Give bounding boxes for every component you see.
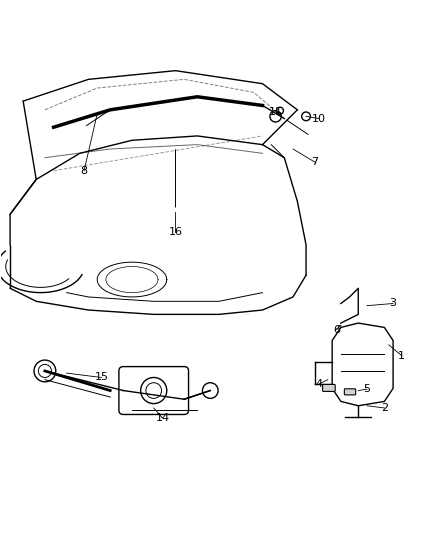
Text: 11: 11 xyxy=(268,107,283,117)
Text: 6: 6 xyxy=(333,325,340,335)
FancyBboxPatch shape xyxy=(344,389,356,395)
Text: 1: 1 xyxy=(398,351,405,361)
Text: 4: 4 xyxy=(315,379,323,389)
FancyBboxPatch shape xyxy=(322,384,335,391)
Text: 16: 16 xyxy=(169,227,183,237)
Text: 7: 7 xyxy=(311,157,318,167)
Text: 10: 10 xyxy=(312,114,326,124)
Text: 8: 8 xyxy=(81,166,88,176)
Text: 3: 3 xyxy=(389,298,396,309)
Text: 15: 15 xyxy=(95,373,109,383)
Text: 5: 5 xyxy=(364,384,371,394)
Text: 14: 14 xyxy=(155,413,170,423)
Polygon shape xyxy=(332,323,393,406)
Text: 2: 2 xyxy=(381,403,388,413)
